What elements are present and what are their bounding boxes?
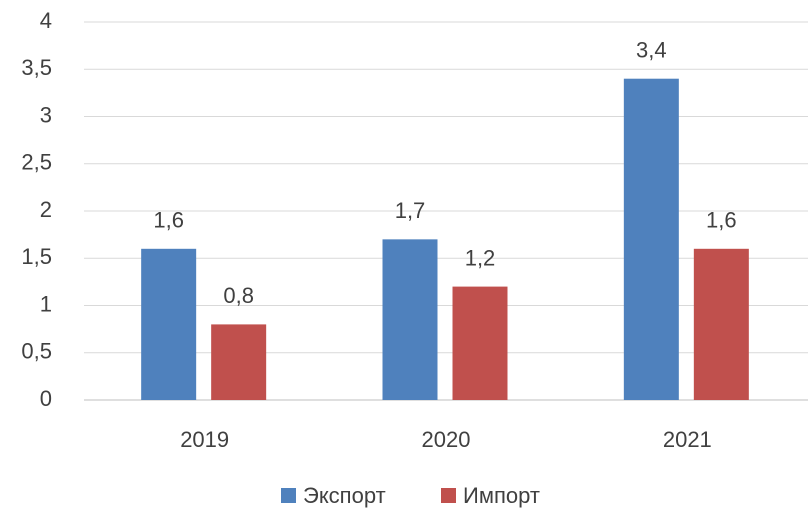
- data-label: 3,4: [636, 38, 667, 63]
- legend-label: Экспорт: [303, 483, 386, 508]
- bar: [382, 239, 438, 400]
- y-tick-label: 3,5: [21, 55, 52, 80]
- y-tick-label: 2,5: [21, 150, 52, 175]
- x-tick-label: 2021: [663, 427, 712, 452]
- data-label: 1,2: [465, 245, 496, 270]
- data-label: 1,6: [153, 208, 184, 233]
- bar: [693, 248, 749, 400]
- x-tick-label: 2020: [422, 427, 471, 452]
- data-label: 1,6: [706, 208, 737, 233]
- y-tick-label: 0: [40, 386, 52, 411]
- y-tick-label: 3: [40, 102, 52, 127]
- bar: [211, 324, 267, 400]
- y-tick-label: 1,5: [21, 244, 52, 269]
- x-tick-label: 2019: [180, 427, 229, 452]
- legend-swatch: [281, 488, 296, 503]
- data-label: 0,8: [223, 283, 254, 308]
- legend-label: Импорт: [463, 483, 540, 508]
- legend-swatch: [441, 488, 456, 503]
- bar: [623, 78, 679, 400]
- y-tick-label: 2: [40, 197, 52, 222]
- bar: [452, 286, 508, 400]
- bar: [141, 248, 197, 400]
- y-tick-label: 4: [40, 8, 52, 33]
- data-label: 1,7: [395, 198, 426, 223]
- y-tick-label: 0,5: [21, 339, 52, 364]
- y-tick-label: 1: [40, 291, 52, 316]
